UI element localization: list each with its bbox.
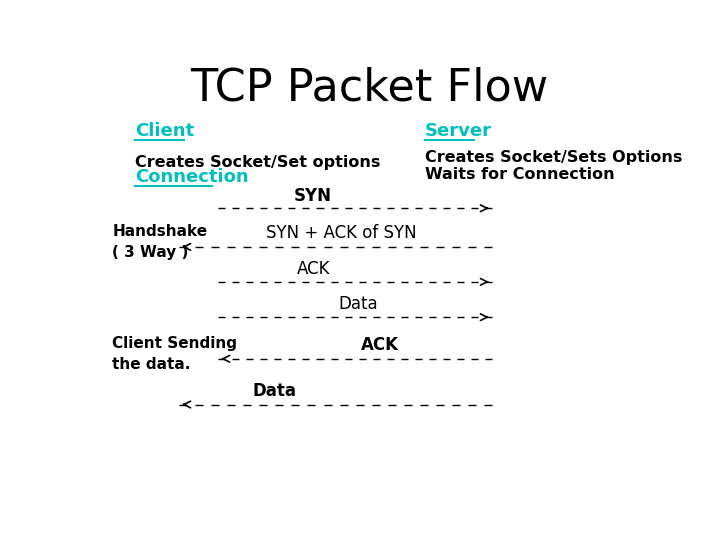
Text: TCP Packet Flow: TCP Packet Flow	[190, 66, 548, 109]
Text: Server: Server	[425, 123, 492, 140]
Text: SYN: SYN	[294, 187, 332, 205]
Text: Client: Client	[135, 123, 194, 140]
Text: Creates Socket/Sets Options: Creates Socket/Sets Options	[425, 150, 682, 165]
Text: Waits for Connection: Waits for Connection	[425, 167, 614, 181]
Text: SYN + ACK of SYN: SYN + ACK of SYN	[266, 224, 416, 242]
Text: Data: Data	[338, 295, 378, 313]
Text: Connection: Connection	[135, 168, 248, 186]
Text: ACK: ACK	[361, 336, 399, 354]
Text: Creates Socket/Set options: Creates Socket/Set options	[135, 155, 380, 170]
Text: Client Sending
the data.: Client Sending the data.	[112, 336, 238, 372]
Text: ACK: ACK	[297, 260, 330, 278]
Text: Handshake
( 3 Way ): Handshake ( 3 Way )	[112, 224, 207, 260]
Text: Data: Data	[252, 382, 296, 400]
